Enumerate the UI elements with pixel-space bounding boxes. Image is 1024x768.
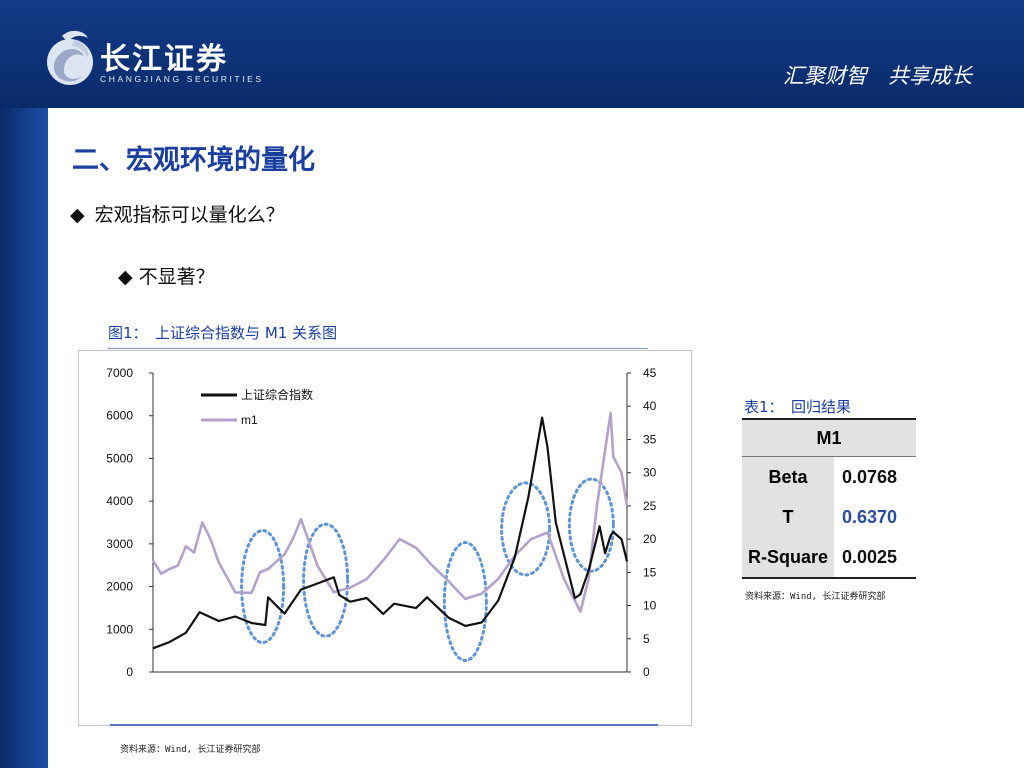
left-tick-label: 2000: [106, 580, 133, 594]
highlight-oval: [442, 541, 488, 663]
row-label: R-Square: [742, 537, 834, 579]
table-source: 资料来源：Wind, 长江证券研究部: [745, 592, 886, 602]
row-value: 0.0768: [842, 466, 898, 487]
slide-title: 二、宏观环境的量化: [72, 145, 315, 176]
table-caption: 表1： 回归结果: [744, 398, 852, 416]
left-tick-label: 3000: [106, 537, 133, 551]
line-chart: 0 1000 2000 3000 4000 5000 6000 7000 0 5 10 15 20 25 3…: [106, 366, 657, 679]
highlight-oval: [240, 529, 286, 645]
chart-container: 0 1000 2000 3000 4000 5000 6000 7000 0 5 10 15 20 25 3…: [78, 350, 692, 726]
chart-bottom-rule: [110, 724, 658, 726]
row-value: 0.6370: [842, 506, 898, 527]
right-tick-label: 30: [643, 466, 657, 480]
right-tick-label: 25: [643, 499, 657, 513]
company-logo: [44, 26, 284, 90]
right-tick-label: 40: [643, 399, 657, 413]
left-tick-label: 7000: [106, 366, 133, 380]
left-tick-label: 1000: [106, 622, 133, 636]
legend-label: 上证综合指数: [241, 387, 313, 402]
table-row: R-Square 0.0025: [742, 537, 916, 579]
figure-caption: 图1： 上证综合指数与 M1 关系图: [108, 324, 338, 342]
right-tick-label: 45: [643, 366, 657, 380]
logo-name: 长江证券: [100, 42, 228, 77]
left-tick-label: 0: [126, 665, 133, 679]
highlight-oval: [500, 481, 552, 577]
legend-label: m1: [241, 413, 258, 427]
row-value: 0.0025: [834, 537, 916, 579]
left-tick-label: 5000: [106, 451, 133, 465]
bullet-level-2: ◆ 不显著？: [118, 262, 215, 289]
right-tick-label: 35: [643, 432, 657, 446]
right-tick-label: 20: [643, 532, 657, 546]
dragon-logo-icon: [47, 30, 93, 85]
table-row: Beta 0.0768: [742, 456, 916, 497]
right-tick-label: 0: [643, 665, 650, 679]
left-tick-label: 4000: [106, 494, 133, 508]
right-tick-label: 5: [643, 632, 650, 646]
regression-table: M1 Beta 0.0768 T 0.6370 R-Square 0.0025: [742, 418, 916, 579]
bullet-level-1: ◆ 宏观指标可以量化么？: [70, 200, 285, 227]
table-header-row: M1: [742, 418, 916, 457]
black-diamond-icon: ◆: [70, 204, 85, 226]
right-tick-label: 15: [643, 565, 657, 579]
highlight-oval: [567, 477, 615, 573]
right-tick-label: 10: [643, 599, 657, 613]
left-accent-bar: [0, 108, 48, 768]
series-line-index: [152, 416, 629, 650]
highlight-oval: [302, 522, 350, 638]
header-banner: [0, 0, 1024, 108]
table-header-cell: M1: [742, 418, 916, 457]
black-diamond-icon: ◆: [118, 266, 133, 288]
slogan: 汇聚财智 共享成长: [783, 64, 972, 88]
series-line-m1: [151, 411, 629, 613]
figure-source: 资料来源：Wind, 长江证券研究部: [120, 745, 261, 755]
table-row: T 0.6370: [742, 497, 916, 537]
caption-divider: [108, 348, 648, 349]
row-label: Beta: [742, 456, 834, 497]
bullet-1-text: 宏观指标可以量化么？: [94, 204, 285, 226]
bullet-2-text: 不显著？: [138, 266, 215, 288]
row-label: T: [742, 497, 834, 537]
logo-subtitle: CHANGJIANG SECURITIES: [100, 74, 264, 84]
left-tick-label: 6000: [106, 409, 133, 423]
